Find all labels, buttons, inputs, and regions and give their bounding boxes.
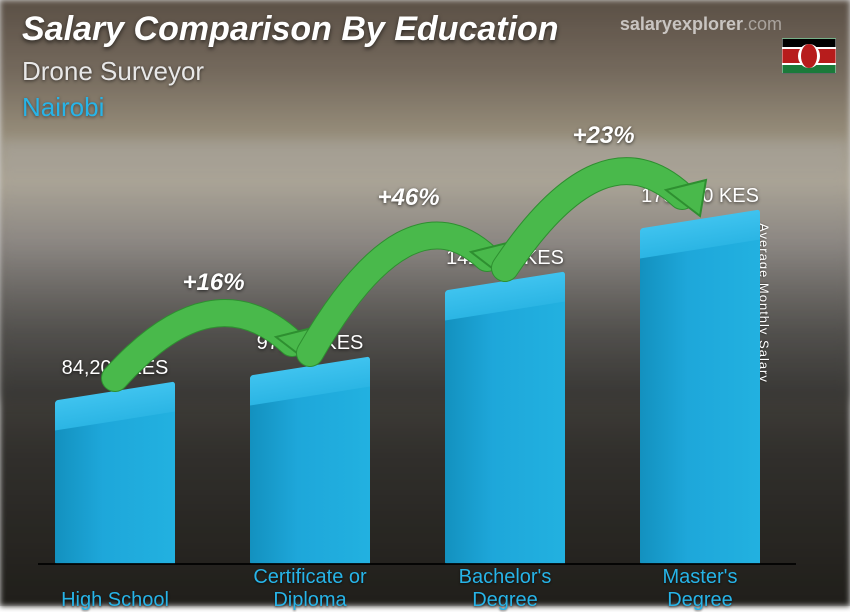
increase-percentage-label: +16% [183,269,245,297]
content-layer: Salary Comparison By Education Drone Sur… [0,0,850,606]
category-label: Master'sDegree [610,566,790,612]
increase-percentage-label: +23% [573,122,635,150]
chart-location: Nairobi [22,92,104,123]
watermark-text: salaryexplorer [620,14,743,34]
watermark: salaryexplorer.com [620,14,782,35]
chart-title: Salary Comparison By Education [22,10,559,49]
watermark-domain: .com [743,14,782,34]
chart-baseline [38,563,796,565]
bar-chart: 84,200 KESHigh School97,400 KESCertifica… [40,164,790,564]
category-label: Bachelor'sDegree [415,566,595,612]
kenya-flag-icon [782,38,836,74]
increase-percentage-label: +46% [378,184,440,212]
chart-subtitle: Drone Surveyor [22,56,204,87]
category-label: Certificate orDiploma [220,566,400,612]
category-label: High School [25,589,205,612]
